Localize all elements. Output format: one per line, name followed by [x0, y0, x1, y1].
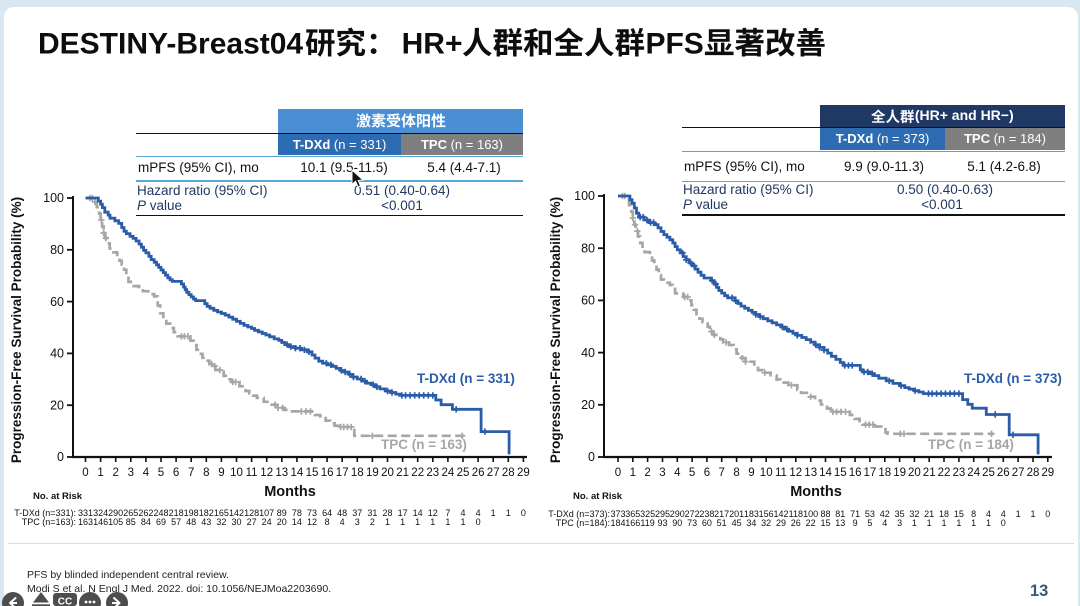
- svg-text:40: 40: [581, 346, 595, 360]
- svg-text:18: 18: [351, 467, 364, 479]
- svg-text:12: 12: [789, 467, 802, 479]
- svg-text:27: 27: [487, 467, 500, 479]
- svg-text:21: 21: [396, 467, 409, 479]
- svg-text:7: 7: [718, 467, 724, 479]
- svg-text:18: 18: [878, 467, 891, 479]
- svg-text:No. at Risk: No. at Risk: [33, 491, 83, 502]
- svg-text:10: 10: [760, 467, 773, 479]
- svg-text:21: 21: [923, 467, 936, 479]
- svg-text:26: 26: [472, 467, 485, 479]
- svg-text:6: 6: [173, 467, 179, 479]
- svg-text:40: 40: [50, 347, 64, 361]
- svg-text:T-DXd (n = 373): T-DXd (n = 373): [964, 371, 1062, 386]
- svg-text:12: 12: [260, 467, 273, 479]
- svg-text:0: 0: [615, 467, 621, 479]
- svg-text:15: 15: [834, 467, 847, 479]
- svg-text:14: 14: [819, 467, 832, 479]
- svg-text:Months: Months: [264, 484, 316, 500]
- svg-text:Progression-Free Survival Prob: Progression-Free Survival Probability (%…: [9, 197, 24, 463]
- svg-text:17: 17: [864, 467, 877, 479]
- svg-text:11: 11: [775, 467, 787, 479]
- svg-text:1: 1: [97, 467, 103, 479]
- svg-text:100: 100: [574, 189, 595, 203]
- svg-text:19: 19: [893, 467, 906, 479]
- svg-text:10: 10: [230, 467, 243, 479]
- svg-text:11: 11: [246, 467, 258, 479]
- svg-text:25: 25: [457, 467, 470, 479]
- svg-text:28: 28: [502, 467, 515, 479]
- svg-text:2: 2: [644, 467, 650, 479]
- svg-text:22: 22: [411, 467, 424, 479]
- svg-text:9: 9: [218, 467, 224, 479]
- svg-text:25: 25: [982, 467, 995, 479]
- svg-text:60: 60: [581, 294, 595, 308]
- svg-text:22: 22: [938, 467, 951, 479]
- svg-text:15: 15: [306, 467, 319, 479]
- svg-text:13: 13: [804, 467, 817, 479]
- svg-text:0: 0: [588, 450, 595, 464]
- svg-text:4: 4: [143, 467, 150, 479]
- svg-text:17: 17: [336, 467, 349, 479]
- svg-text:28: 28: [1027, 467, 1040, 479]
- svg-text:6: 6: [704, 467, 710, 479]
- svg-text:29: 29: [517, 467, 530, 479]
- svg-text:27: 27: [1012, 467, 1025, 479]
- svg-text:20: 20: [581, 398, 595, 412]
- svg-text:8: 8: [203, 467, 209, 479]
- svg-text:16: 16: [849, 467, 862, 479]
- svg-text:Months: Months: [790, 484, 842, 500]
- svg-text:60: 60: [50, 295, 64, 309]
- svg-text:24: 24: [442, 467, 455, 479]
- svg-text:3: 3: [128, 467, 134, 479]
- svg-text:5: 5: [158, 467, 164, 479]
- svg-text:16: 16: [321, 467, 334, 479]
- svg-text:14: 14: [291, 467, 304, 479]
- svg-text:CC: CC: [58, 597, 72, 606]
- svg-text:24: 24: [967, 467, 980, 479]
- svg-text:0: 0: [82, 467, 88, 479]
- svg-text:29: 29: [1041, 467, 1054, 479]
- svg-text:3: 3: [659, 467, 665, 479]
- svg-text:T-DXd (n = 331): T-DXd (n = 331): [417, 371, 515, 386]
- svg-text:13: 13: [275, 467, 288, 479]
- svg-text:4: 4: [674, 467, 681, 479]
- svg-text:Progression-Free Survival Prob: Progression-Free Survival Probability (%…: [548, 197, 563, 463]
- svg-text:20: 20: [50, 398, 64, 412]
- svg-text:80: 80: [581, 241, 595, 255]
- svg-text:TPC (n = 163): TPC (n = 163): [381, 437, 467, 452]
- svg-text:9: 9: [748, 467, 754, 479]
- svg-text:TPC (n = 184): TPC (n = 184): [928, 437, 1014, 452]
- svg-text:2: 2: [112, 467, 118, 479]
- svg-text:No. at Risk: No. at Risk: [573, 491, 623, 502]
- svg-text:19: 19: [366, 467, 379, 479]
- svg-text:8: 8: [733, 467, 739, 479]
- svg-text:20: 20: [908, 467, 921, 479]
- svg-text:26: 26: [997, 467, 1010, 479]
- svg-text:1: 1: [630, 467, 636, 479]
- svg-text:0: 0: [57, 450, 64, 464]
- svg-text:5: 5: [689, 467, 695, 479]
- svg-text:23: 23: [953, 467, 966, 479]
- svg-text:7: 7: [188, 467, 194, 479]
- svg-text:23: 23: [426, 467, 439, 479]
- svg-text:20: 20: [381, 467, 394, 479]
- svg-text:100: 100: [43, 191, 64, 205]
- svg-text:80: 80: [50, 243, 64, 257]
